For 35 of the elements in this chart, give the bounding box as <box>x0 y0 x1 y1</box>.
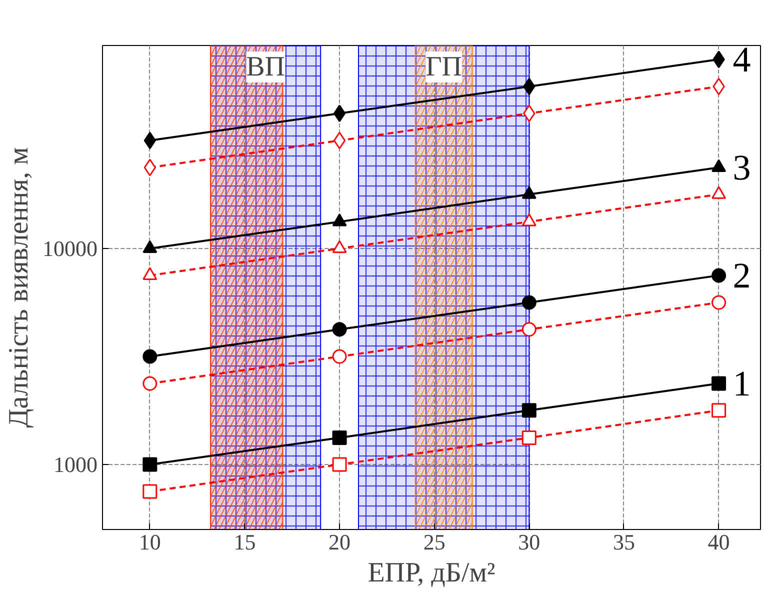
point <box>712 376 726 391</box>
y-tick-label: 1000 <box>54 452 98 477</box>
point <box>333 132 346 150</box>
point <box>142 484 158 499</box>
point <box>142 376 158 391</box>
series-label: 4 <box>732 39 751 80</box>
x-tick-label: 40 <box>708 530 730 554</box>
point <box>332 349 347 364</box>
series-label: 1 <box>732 364 751 404</box>
point <box>332 430 347 445</box>
point <box>332 322 347 337</box>
x-tick-label: 35 <box>612 530 635 554</box>
x-tick-label: 10 <box>138 530 161 554</box>
point <box>142 457 158 472</box>
x-axis-title: ЕПР, дБ/м² <box>368 558 496 588</box>
point <box>522 295 536 310</box>
x-tick-label: 20 <box>328 530 351 554</box>
point <box>333 104 346 122</box>
series-label: 3 <box>732 148 751 188</box>
band-label: ВП <box>246 52 286 82</box>
point <box>712 295 726 310</box>
point <box>522 403 536 418</box>
x-tick-label: 25 <box>423 530 446 554</box>
point <box>712 268 726 283</box>
point <box>712 403 726 418</box>
point <box>522 322 536 337</box>
x-tick-label: 15 <box>234 530 256 554</box>
x-tick-label: 30 <box>518 530 540 554</box>
y-tick-label: 10000 <box>42 236 98 261</box>
band-label: ГП <box>426 52 462 82</box>
point <box>332 457 347 472</box>
point <box>522 430 536 445</box>
series-label: 2 <box>732 255 751 296</box>
y-axis-title: Дальність виявлення, м <box>4 146 34 428</box>
point <box>142 349 158 364</box>
